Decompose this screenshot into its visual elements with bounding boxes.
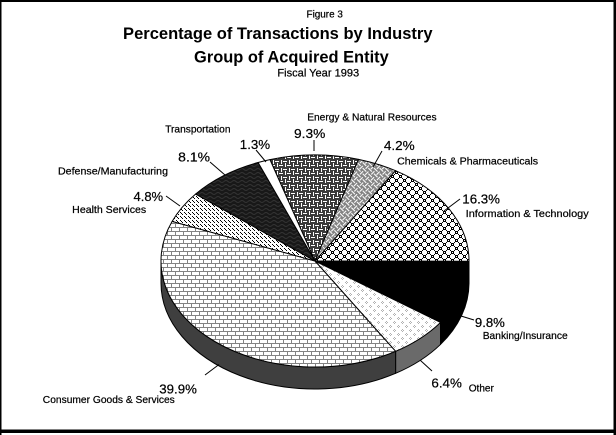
svg-text:Figure 3: Figure 3 xyxy=(307,10,344,21)
svg-text:Group of Acquired Entity: Group of Acquired Entity xyxy=(194,49,390,67)
svg-text:1.3%: 1.3% xyxy=(240,137,270,152)
svg-text:6.4%: 6.4% xyxy=(431,376,462,391)
svg-text:Consumer Goods & Services: Consumer Goods & Services xyxy=(43,395,175,406)
svg-text:Transportation: Transportation xyxy=(165,125,231,136)
svg-text:39.9%: 39.9% xyxy=(159,382,197,397)
svg-text:8.1%: 8.1% xyxy=(178,150,210,165)
svg-text:4.8%: 4.8% xyxy=(134,189,164,204)
svg-text:Chemicals & Pharmaceuticals: Chemicals & Pharmaceuticals xyxy=(397,157,538,168)
svg-text:Health Services: Health Services xyxy=(72,205,146,216)
svg-text:Information & Technology: Information & Technology xyxy=(466,209,590,220)
svg-text:16.3%: 16.3% xyxy=(462,192,500,207)
svg-text:Percentage of Transactions by: Percentage of Transactions by Industry xyxy=(123,25,433,43)
svg-text:Fiscal Year 1993: Fiscal Year 1993 xyxy=(277,68,359,80)
svg-text:9.3%: 9.3% xyxy=(294,126,325,141)
svg-text:Banking/Insurance: Banking/Insurance xyxy=(483,331,568,342)
svg-text:4.2%: 4.2% xyxy=(384,138,415,153)
svg-text:9.8%: 9.8% xyxy=(475,315,505,330)
svg-text:Other: Other xyxy=(469,383,495,394)
svg-text:Energy & Natural Resources: Energy & Natural Resources xyxy=(307,113,436,124)
svg-text:Defense/Manufacturing: Defense/Manufacturing xyxy=(58,166,168,177)
